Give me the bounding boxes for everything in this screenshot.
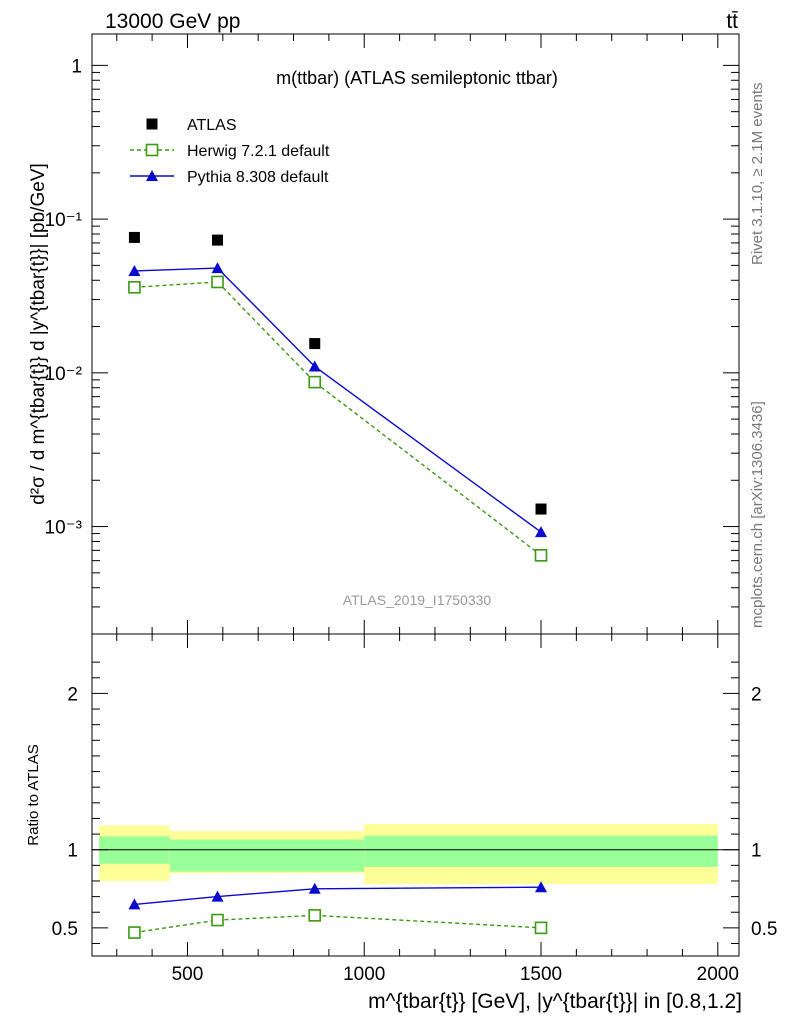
ratio-plot-panel: 0.5 0.5 1 1 2 2 500 1000 1500 2000 Ratio to ATLAS…: [25, 633, 777, 1013]
main-data-point: [535, 503, 547, 515]
ratio-y-axis-label: Ratio to ATLAS: [25, 744, 42, 845]
main-series-line: [134, 281, 542, 556]
main-data-point: [128, 281, 141, 294]
main-data-point: [128, 231, 140, 243]
ratio-y-tick-label-right: 2: [751, 684, 762, 705]
mcplots-label: mcplots.cern.ch [arXiv:1306.3436]: [749, 401, 766, 628]
x-tick-label: 1500: [520, 964, 562, 985]
rivet-label: Rivet 3.1.10, ≥ 2.1M events: [749, 83, 766, 266]
energy-label: 13000 GeV pp: [105, 10, 240, 33]
chart-title: m(ttbar) (ATLAS semileptonic ttbar): [276, 68, 558, 88]
analysis-watermark: ATLAS_2019_I1750330: [343, 592, 492, 608]
legend-label: Herwig 7.2.1 default: [187, 143, 330, 160]
process-label: tt̄: [726, 10, 738, 33]
ratio-data-point: [534, 921, 548, 935]
stat-uncertainty-band: [364, 835, 718, 867]
main-y-tick-label: 1: [71, 56, 82, 77]
ratio-data-point: [128, 898, 141, 910]
ratio-plot-frame: [91, 633, 740, 957]
main-data-point: [128, 264, 141, 276]
main-data-point: [309, 338, 321, 350]
legend: ATLAS Herwig 7.2.1 default Pythia 8.308 de…: [130, 117, 330, 186]
main-data-point: [535, 526, 548, 538]
ratio-data-point: [211, 913, 224, 927]
main-data-point: [534, 549, 548, 562]
main-data-point: [308, 360, 321, 372]
legend-marker: [145, 143, 159, 157]
x-tick-label: 2000: [697, 964, 739, 985]
main-data-point: [308, 375, 322, 389]
ratio-y-tick-label: 1: [67, 841, 78, 862]
x-tick-label: 1000: [343, 964, 385, 985]
main-y-tick-label: 10⁻²: [45, 364, 83, 385]
ratio-series-line: [134, 886, 542, 906]
ratio-y-tick-label-right: 0.5: [751, 919, 777, 940]
ratio-y-tick-label-right: 1: [751, 841, 762, 862]
main-data-point: [212, 234, 224, 246]
ratio-y-tick-label: 0.5: [52, 919, 78, 940]
ratio-series-line: [134, 914, 542, 934]
x-tick-label: 500: [172, 964, 204, 985]
stat-uncertainty-band: [169, 839, 365, 872]
legend-label: ATLAS: [187, 117, 237, 134]
main-y-axis-label: d²σ / d m^{tbar{t}} d |y^{tbar{t}}| [pb/…: [28, 163, 49, 505]
x-axis-label: m^{tbar{t}} [GeV], |y^{tbar{t}}| in [0.8…: [368, 990, 742, 1013]
main-y-tick-label: 10⁻³: [45, 518, 83, 539]
ratio-data-point: [535, 881, 548, 893]
legend-marker: [146, 170, 158, 181]
main-data-point: [211, 262, 224, 274]
legend-label: Pythia 8.308 default: [187, 169, 329, 186]
ratio-y-tick-label: 2: [67, 684, 78, 705]
main-series-line: [134, 267, 542, 533]
ratio-data-point: [308, 909, 322, 922]
ratio-data-point: [128, 926, 141, 939]
legend-marker: [146, 118, 158, 130]
main-y-tick-label: 10⁻¹: [45, 210, 83, 231]
main-plot-panel: 1 10⁻¹ 10⁻² 10⁻³ m(ttbar) (ATLAS semilepton…: [28, 33, 740, 635]
main-data-point: [211, 275, 224, 289]
ratio-data-point: [308, 882, 321, 894]
ratio-data-point: [211, 890, 224, 902]
